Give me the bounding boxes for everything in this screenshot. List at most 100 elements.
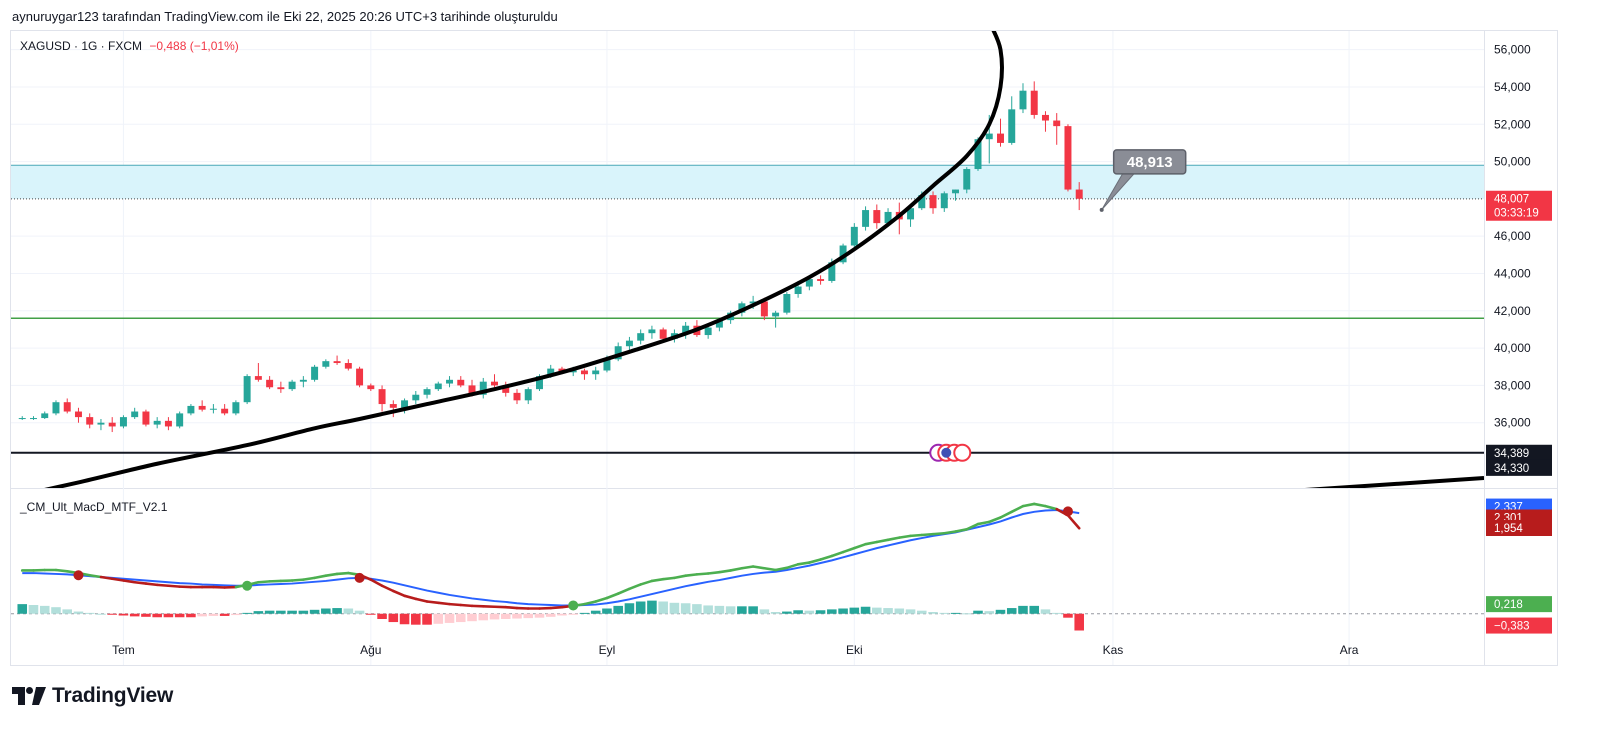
indicator-tag-label: 0,218 [1494, 599, 1523, 611]
candle-body [468, 385, 476, 395]
price-callout[interactable]: 48,913 [1099, 149, 1187, 212]
candle-body [1019, 90, 1027, 110]
histogram-bar [366, 613, 376, 615]
time-axis[interactable]: Tem Ağu Eyl Eki Kas Ara [112, 643, 1359, 657]
price-axis[interactable]: 56,000 54,000 52,000 50,000 46,000 44,000 42,0… [1486, 0, 1552, 634]
cross-point [354, 572, 365, 583]
indicator-tag [1486, 596, 1552, 613]
signal-line [22, 509, 1080, 607]
indicator-title[interactable]: _CM_Ult_MacD_MTF_V2.1 [20, 500, 168, 514]
macd-segment [661, 576, 676, 581]
price-tick: 46,000 [1494, 229, 1531, 243]
macd-segment [909, 533, 924, 538]
histogram-bar [332, 608, 342, 614]
candle-body [119, 417, 127, 427]
macd-segment [403, 594, 418, 601]
tradingview-logo[interactable]: TradingView [12, 684, 173, 708]
time-tick: Ağu [360, 643, 381, 657]
histogram-bar [500, 613, 511, 619]
price-tag [1486, 459, 1552, 476]
macd-segment [999, 510, 1014, 519]
time-tick: Eki [846, 643, 863, 657]
macd-segment [290, 578, 305, 582]
macd-segment [1021, 502, 1036, 508]
macd-segment [751, 565, 766, 570]
macd-segment [54, 568, 69, 573]
candle-body [1008, 109, 1016, 143]
candle-body [738, 303, 746, 313]
histogram-bar [714, 605, 725, 614]
candle-body [862, 210, 870, 227]
macd-segment [718, 569, 732, 574]
candle-body [760, 301, 768, 317]
cross-point [242, 580, 253, 591]
price-tick: 36,000 [1494, 416, 1531, 430]
candle-body [142, 411, 150, 425]
histogram-bar [39, 605, 50, 614]
candle-body [356, 368, 364, 386]
histogram-bar [96, 613, 106, 615]
macd-pane [11, 502, 1484, 631]
histogram-bar [354, 610, 365, 614]
histogram-bar [545, 613, 556, 617]
histogram-bar [253, 611, 264, 614]
histogram-bar [186, 613, 196, 618]
event-markers[interactable] [929, 443, 972, 462]
histogram-bar [860, 606, 871, 614]
macd-segment [369, 578, 384, 588]
cross-point [1062, 506, 1073, 517]
price-tag [1486, 190, 1552, 221]
candle-body [884, 211, 892, 224]
histogram-bar [62, 609, 73, 614]
symbol-label[interactable]: XAGUSD · 1G · FXCM [20, 39, 143, 53]
price-tick: 50,000 [1494, 155, 1531, 169]
histogram-bar [995, 609, 1006, 614]
histogram-bar [950, 612, 961, 614]
histogram-bar [107, 613, 117, 615]
candle-body [783, 294, 791, 313]
time-tick: Kas [1103, 643, 1124, 657]
macd-segment [864, 540, 879, 546]
histogram-bar [118, 613, 129, 616]
histogram-bar [455, 613, 466, 623]
candle-body [232, 402, 240, 414]
macd-segment [897, 534, 912, 539]
indicator-tag-label: −0,383 [1494, 621, 1530, 633]
macd-segment [459, 603, 474, 608]
candle-body [266, 379, 274, 388]
macd-segment [706, 570, 721, 575]
histogram-bar [961, 613, 972, 615]
candle-body [131, 411, 139, 418]
histogram-bar [894, 608, 905, 614]
candle-body [985, 133, 993, 140]
candle-body [457, 379, 465, 386]
candle-body [164, 420, 172, 427]
candle-body [580, 370, 588, 375]
macd-segment [257, 580, 271, 584]
curve-drawing[interactable] [11, 22, 1484, 498]
price-tick: 56,000 [1494, 43, 1531, 57]
candle-body [749, 301, 757, 304]
symbol-legend[interactable]: XAGUSD · 1G · FXCM −0,488 (−1,01%) [20, 39, 239, 53]
candles [18, 81, 1083, 433]
macd-segment [965, 522, 980, 531]
histogram-bar [793, 610, 803, 614]
histogram-bar [377, 613, 387, 619]
macd-segment [740, 565, 755, 570]
histogram-bar [872, 607, 882, 614]
macd-segment [808, 558, 822, 564]
macd-segment [684, 573, 699, 577]
candle-body [1041, 114, 1049, 121]
candle-body [794, 286, 802, 295]
candle-body [243, 376, 251, 403]
histogram-bar [489, 613, 500, 620]
macd-segment [302, 576, 316, 581]
histogram-bar [399, 613, 410, 625]
histogram-bar [298, 610, 309, 614]
histogram-bar [973, 610, 983, 614]
histogram-bar [557, 613, 567, 616]
histogram-bar [231, 613, 241, 616]
histogram-bar [613, 605, 623, 614]
candle-body [659, 329, 667, 339]
